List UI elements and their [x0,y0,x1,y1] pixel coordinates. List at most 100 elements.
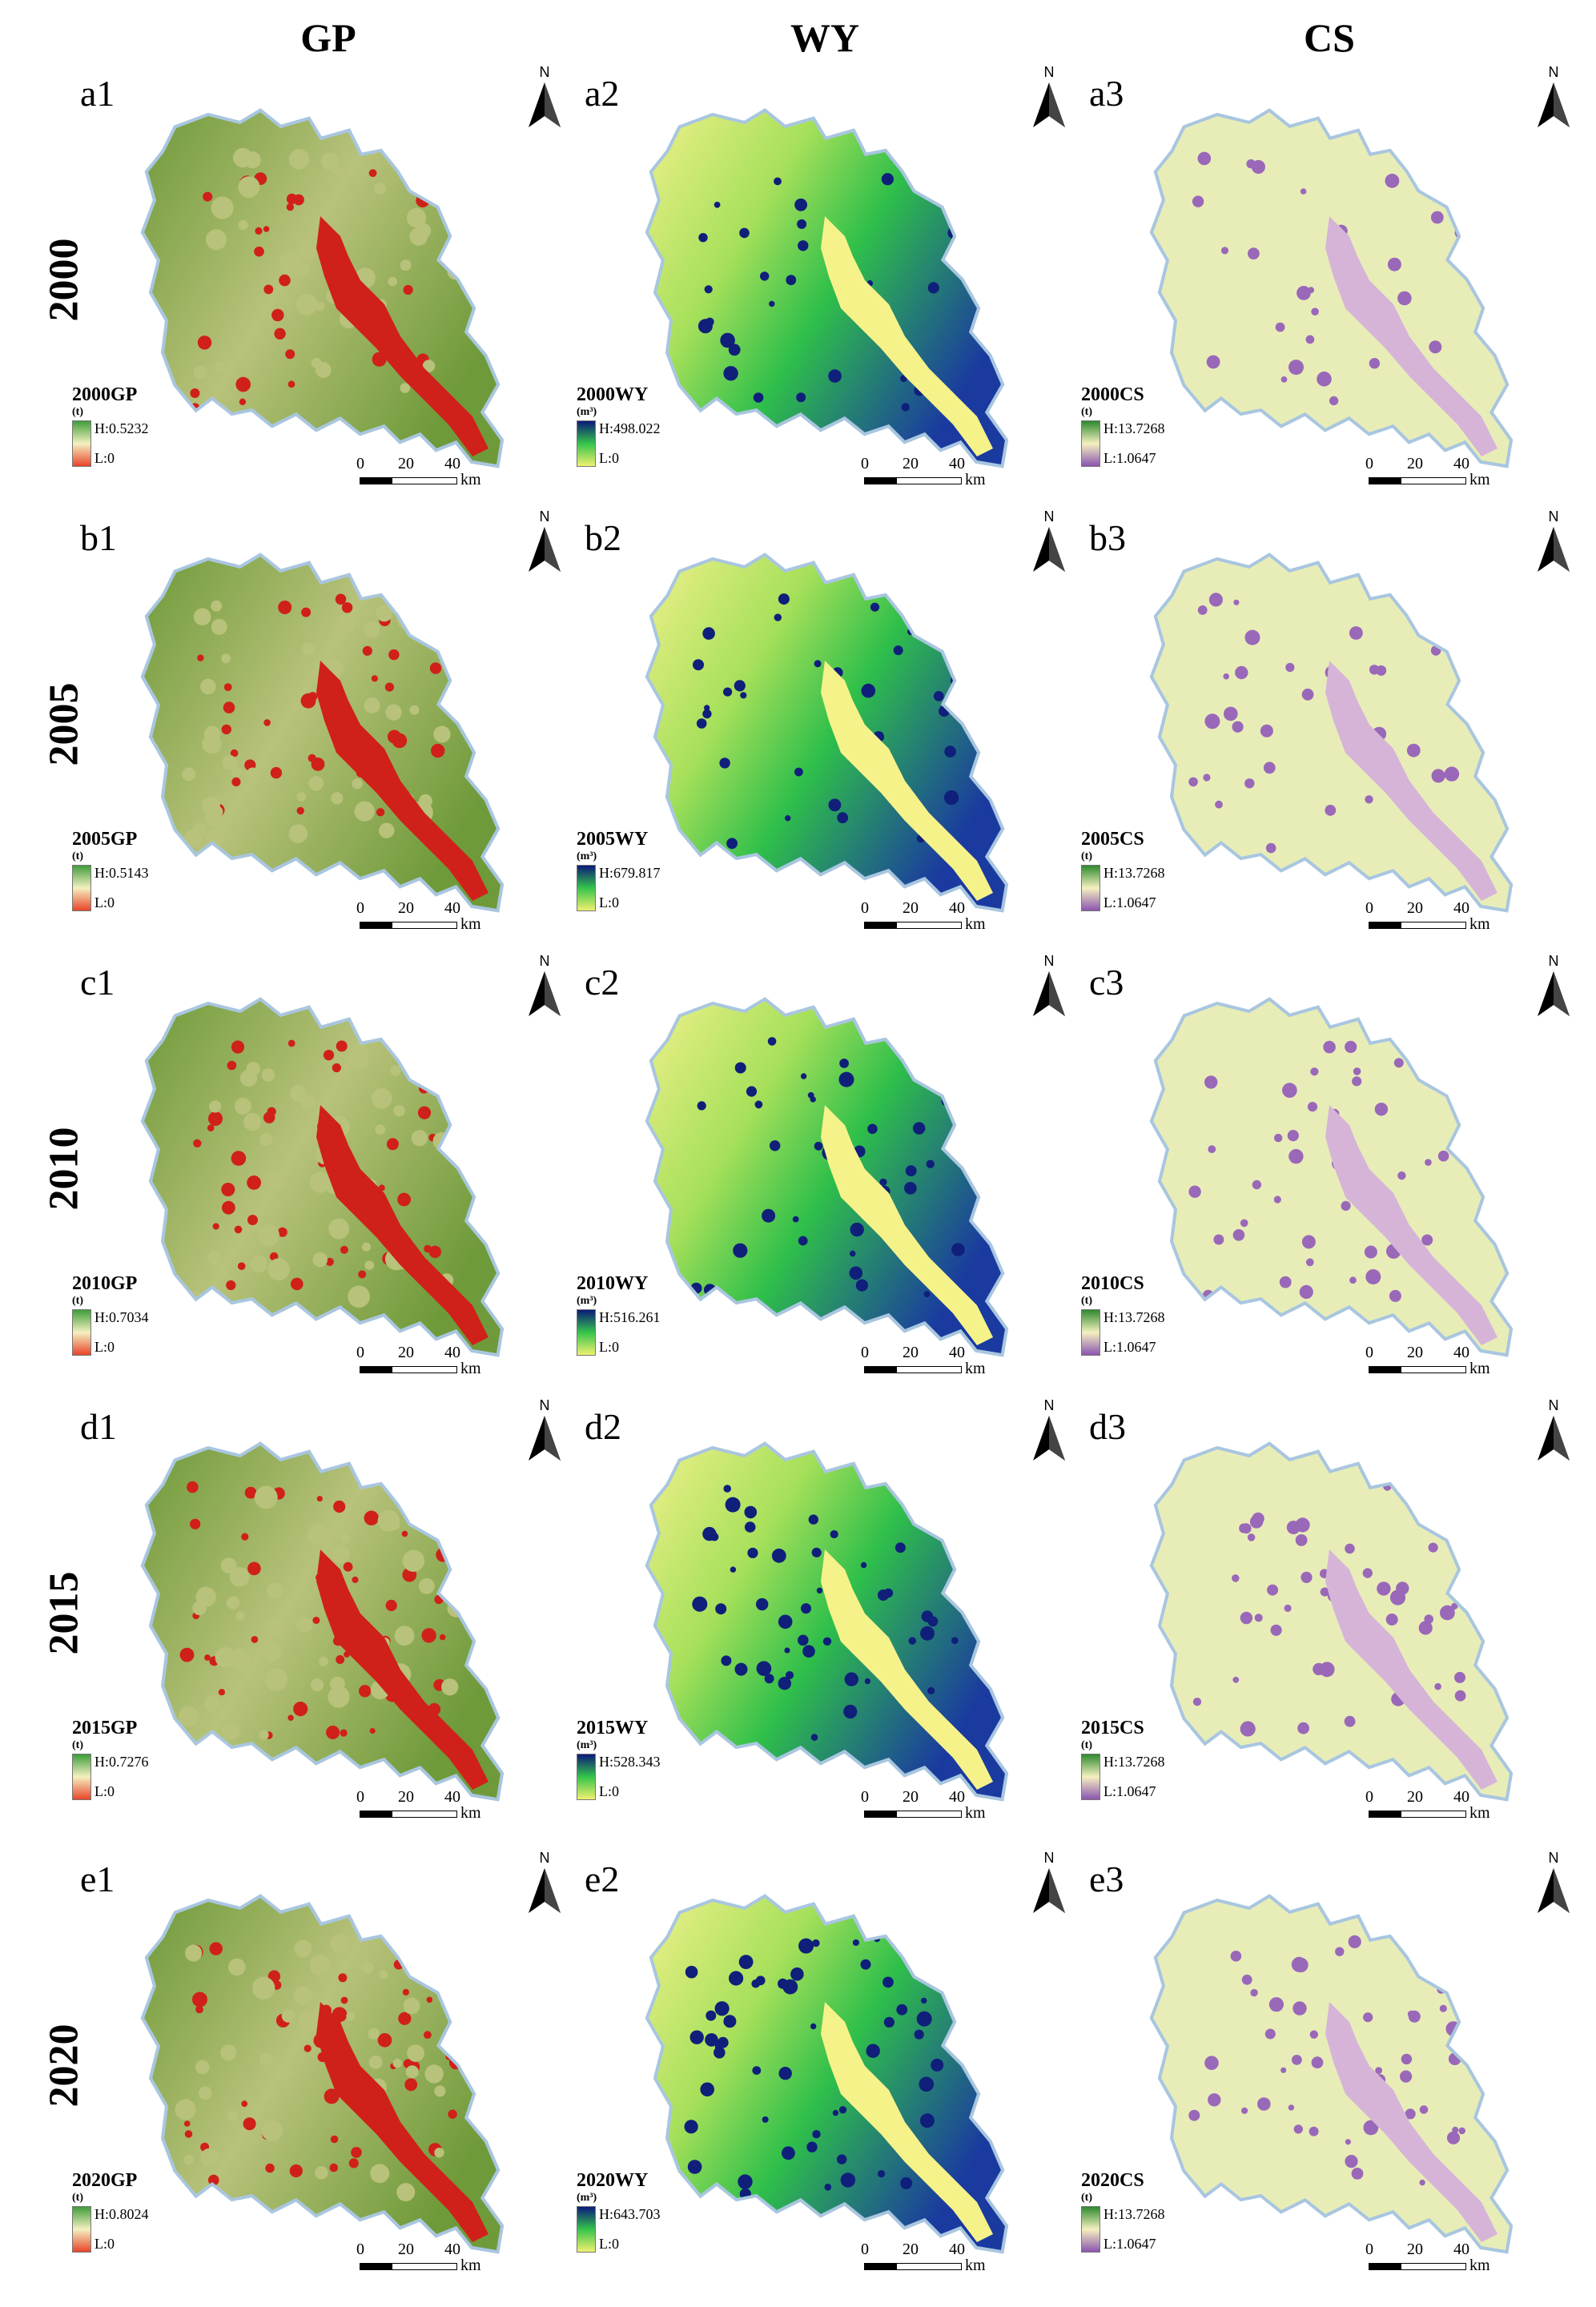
map-patch [400,259,412,271]
map-patch [241,2100,248,2108]
legend: 2000GP (t) H:0.5232 L:0 [72,384,149,467]
map-patch [301,607,312,617]
map-patch [1288,2104,1295,2111]
map-patch [926,1160,935,1168]
scale-bar: 0 20 40 km [861,1344,1021,1384]
scale-tick: 0 [861,455,869,472]
map-panel-c2: c2 N 2010WY (m³) H:516.261 L:0 0 20 40 km [577,953,1073,1393]
map-patch [263,226,270,232]
map-patch [798,1634,809,1646]
map-patch [784,1647,790,1654]
map-patch [767,1037,777,1046]
map-patch [927,1616,939,1627]
map-patch [1446,2131,1461,2144]
map-patch [723,2015,737,2028]
map-patch [755,1975,766,1986]
map-patch [397,1192,411,1207]
scale-tick: 20 [903,899,919,917]
map-patch [1286,1521,1301,1534]
map-patch [904,1182,917,1195]
raster-map [1149,1894,1514,2254]
legend-low: L:1.0647 [1104,1339,1156,1355]
legend: 2015CS (t) H:13.7268 L:1.0647 [1081,1718,1165,1800]
map-patch [689,2030,704,2044]
map-patch [409,705,420,715]
map-patch [431,743,445,758]
map-patch [1345,2155,1358,2168]
legend: 2010CS (t) H:13.7268 L:1.0647 [1081,1273,1165,1356]
map-patch [368,169,377,178]
map-patch [1425,1159,1432,1166]
map-patch [1204,2056,1219,2070]
map-patch [944,790,959,806]
scale-unit: km [460,1360,481,1377]
map-patch [308,692,318,701]
scale-bar: 0 20 40 km [861,2241,1021,2281]
map-patch [231,1151,247,1166]
map-patch [371,1087,392,1109]
scale-unit: km [1469,2257,1490,2274]
map-patch [247,1176,261,1190]
raster-map [140,1441,505,1802]
map-patch [1244,778,1255,789]
map-patch [754,1100,763,1109]
map-patch [316,1496,323,1502]
map-patch [263,2086,275,2099]
north-arrow-icon: N [521,1397,569,1469]
map-patch [1411,1480,1424,1493]
map-patch [923,1291,931,1298]
map-patch [1362,1568,1373,1578]
panel-label: e2 [585,1859,620,1899]
map-patch [354,801,375,822]
map-patch [393,1105,405,1117]
map-patch [195,2060,210,2075]
lake-river-feature [1325,216,1498,456]
scale-tick: 40 [1453,2241,1469,2258]
column-header-cs: CS [1304,15,1355,60]
legend-unit: (t) [72,1739,83,1751]
scale-bar-graphic [360,922,457,929]
map-patch [324,2088,340,2104]
north-label: N [1548,1850,1559,1866]
map-patch [1305,1258,1314,1267]
scale-bar-graphic [864,1366,962,1373]
map-patch [790,1967,804,1981]
north-label: N [539,953,550,969]
map-patch [1329,396,1339,406]
legend-color-ramp [1081,865,1100,911]
map-patch [207,1250,222,1265]
north-arrow-icon: N [1025,1397,1073,1469]
map-patch [811,1547,822,1557]
map-patch [860,1561,867,1569]
column-header-gp: GP [300,15,356,60]
map-patch [756,1598,769,1611]
scale-bar-graphic [360,1366,457,1373]
map-patch [215,360,225,371]
map-patch [207,1124,215,1131]
map-patch [838,1071,854,1087]
raster-map [645,553,1009,913]
north-arrow-icon: N [521,953,569,1025]
map-patch [1268,1997,1284,2012]
scale-tick: 20 [1407,899,1423,917]
map-patch [231,766,242,778]
map-patch [441,1678,459,1696]
map-patch [734,680,746,692]
scale-bar: 0 20 40 km [1365,899,1526,939]
north-arrow-icon: N [1530,953,1578,1025]
scale-tick: 40 [1453,1788,1469,1806]
scale-unit: km [460,471,481,488]
map-patch [399,593,410,605]
map-patch [279,252,300,273]
map-patch [1295,1534,1308,1546]
raster-map [140,997,505,1357]
map-patch [760,271,770,281]
map-patch [385,704,402,721]
panel-label: e3 [1089,1859,1124,1899]
scale-unit: km [1469,1804,1490,1822]
map-patch [1291,1956,1307,1972]
map-patch [1240,1219,1248,1228]
legend-low: L:0 [599,450,619,466]
legend-low: L:0 [94,2236,115,2252]
scale-tick: 20 [903,1788,919,1806]
